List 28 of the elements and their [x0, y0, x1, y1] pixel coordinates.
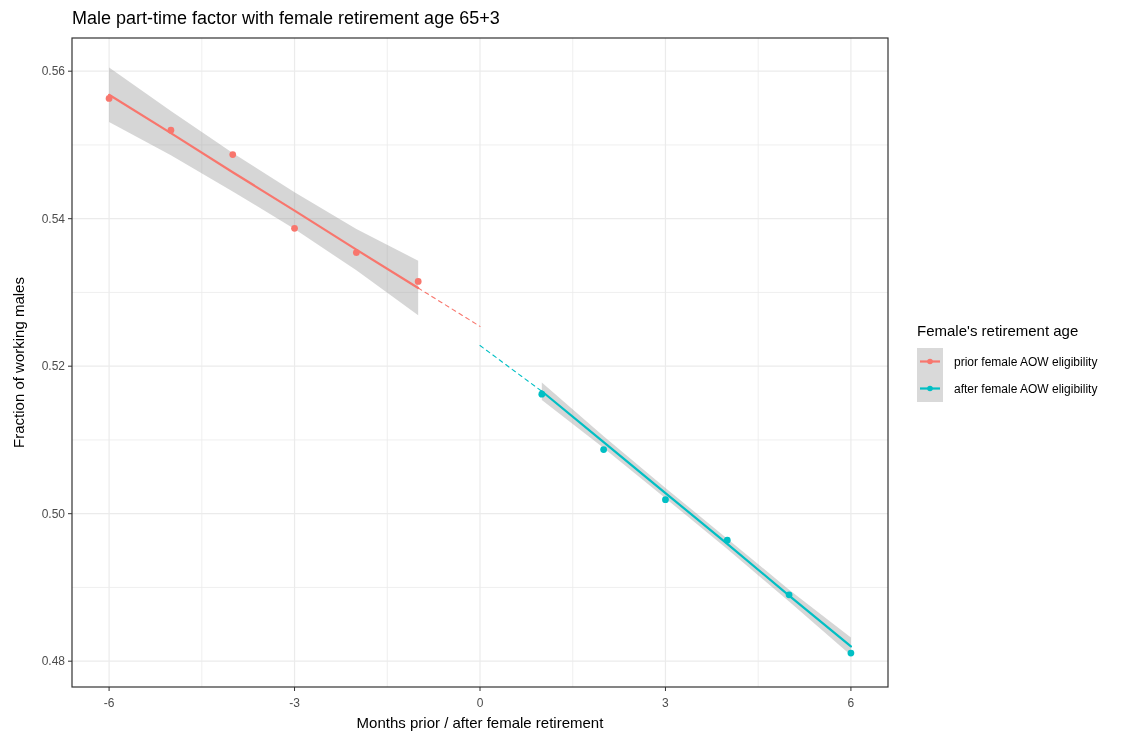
point — [785, 591, 793, 599]
x-tick-label: 6 — [847, 696, 855, 710]
point — [105, 95, 113, 102]
x-tick-label: 3 — [662, 696, 670, 710]
point — [291, 224, 298, 232]
legend-label: after female AOW eligibility — [954, 381, 1098, 396]
y-tick-label: 0.56 — [41, 64, 66, 79]
point — [352, 249, 360, 256]
point — [600, 446, 608, 453]
point — [538, 390, 546, 398]
y-tick-label: 0.54 — [41, 211, 66, 226]
x-tick-label: -3 — [289, 696, 301, 710]
y-tick-label: 0.50 — [41, 506, 66, 521]
point — [414, 278, 422, 285]
point — [229, 151, 237, 158]
legend-title: Female's retirement age — [917, 322, 1079, 339]
point — [662, 496, 669, 504]
point — [167, 126, 175, 134]
point — [847, 649, 855, 657]
chart-title: Male part-time factor with female retirement age 65+3 — [72, 8, 500, 28]
y-tick-label: 0.48 — [41, 654, 66, 669]
y-axis-title: Fraction of working males — [10, 277, 27, 448]
point — [723, 536, 731, 544]
x-tick-label: -6 — [103, 696, 115, 710]
x-axis-title: Months prior / after female retirement — [356, 714, 605, 731]
x-tick-label: 0 — [476, 696, 484, 710]
y-tick-label: 0.52 — [41, 359, 66, 374]
legend-label: prior female AOW eligibility — [954, 354, 1098, 369]
